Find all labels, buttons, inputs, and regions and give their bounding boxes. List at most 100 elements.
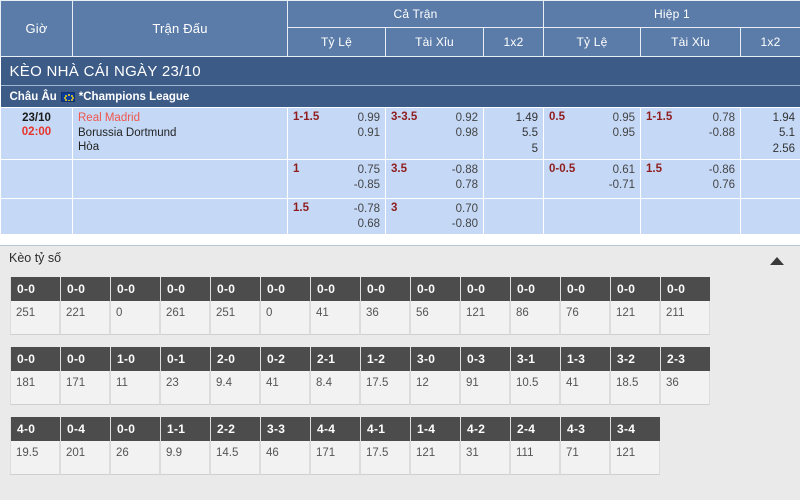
score-odds-value[interactable]: 0 <box>266 307 273 319</box>
score-badge[interactable]: 1-2 <box>361 347 411 371</box>
score-badge[interactable]: 0-0 <box>311 277 361 301</box>
score-badge[interactable]: 0-0 <box>511 277 561 301</box>
correct-score-cell[interactable]: 0-0 86 <box>510 271 561 341</box>
score-odds-value[interactable]: 23 <box>166 377 179 389</box>
score-badge[interactable]: 0-0 <box>411 277 461 301</box>
correct-score-cell[interactable]: 4-4 171 <box>310 411 361 481</box>
correct-score-cell[interactable]: 0-0 251 <box>210 271 261 341</box>
h1-handicap-cell-1[interactable]: 0.5 0.95 0.95 <box>543 107 641 160</box>
score-odds-value[interactable]: 121 <box>416 447 436 459</box>
correct-score-cell[interactable]: 4-2 31 <box>460 411 511 481</box>
score-badge[interactable]: 2-4 <box>511 417 561 441</box>
score-odds-value[interactable]: 41 <box>266 377 279 389</box>
score-odds-value[interactable]: 121 <box>616 447 636 459</box>
correct-score-cell[interactable]: 3-0 12 <box>410 341 461 411</box>
ft-handicap-home-odds-2[interactable]: 0.75 <box>357 163 380 176</box>
score-odds-value[interactable]: 8.4 <box>316 377 332 389</box>
h1-under-odds-1[interactable]: -0.88 <box>708 127 735 140</box>
correct-score-cell[interactable]: 1-3 41 <box>560 341 611 411</box>
correct-score-cell[interactable]: 3-3 46 <box>260 411 311 481</box>
correct-score-cell[interactable]: 2-3 36 <box>660 341 711 411</box>
score-badge[interactable]: 1-3 <box>561 347 611 371</box>
score-badge[interactable]: 0-0 <box>261 277 311 301</box>
triangle-up-icon[interactable] <box>770 257 784 265</box>
score-odds-value[interactable]: 18.5 <box>616 377 639 389</box>
score-badge[interactable]: 2-2 <box>211 417 261 441</box>
correct-score-cell[interactable]: 0-0 0 <box>260 271 311 341</box>
h1-handicap-cell-2[interactable]: 0-0.5 0.61 -0.71 <box>543 158 641 199</box>
correct-score-cell[interactable]: 0-0 171 <box>60 341 111 411</box>
correct-score-cell[interactable]: 0-0 121 <box>610 271 661 341</box>
score-odds-value[interactable]: 261 <box>166 307 186 319</box>
score-badge[interactable]: 3-3 <box>261 417 311 441</box>
correct-score-cell[interactable]: 0-0 251 <box>10 271 61 341</box>
score-badge[interactable]: 1-0 <box>111 347 161 371</box>
score-odds-value[interactable]: 11 <box>116 377 128 389</box>
score-badge[interactable]: 4-3 <box>561 417 611 441</box>
ft-1x2-draw[interactable]: 5.5 <box>522 127 538 140</box>
score-odds-value[interactable]: 121 <box>466 307 486 319</box>
score-odds-value[interactable]: 14.5 <box>216 447 239 459</box>
score-badge[interactable]: 4-1 <box>361 417 411 441</box>
score-badge[interactable]: 0-0 <box>11 277 61 301</box>
score-odds-value[interactable]: 36 <box>366 307 379 319</box>
correct-score-cell[interactable]: 0-0 76 <box>560 271 611 341</box>
score-odds-value[interactable]: 111 <box>516 447 534 459</box>
score-badge[interactable]: 1-4 <box>411 417 461 441</box>
score-badge[interactable]: 2-1 <box>311 347 361 371</box>
league-row[interactable]: Châu Âu *Champions League <box>0 85 800 108</box>
ft-over-under-cell-1[interactable]: 3-3.5 0.92 0.98 <box>385 107 484 160</box>
ft-over-odds-1[interactable]: 0.92 <box>455 112 478 124</box>
ft-under-odds-2[interactable]: 0.78 <box>455 179 478 192</box>
score-odds-value[interactable]: 10.5 <box>516 377 539 389</box>
correct-score-cell[interactable]: 1-0 11 <box>110 341 161 411</box>
score-odds-value[interactable]: 26 <box>116 447 129 459</box>
h1-handicap-home-odds-1[interactable]: 0.95 <box>612 112 635 124</box>
correct-score-cell[interactable]: 1-1 9.9 <box>160 411 211 481</box>
score-badge[interactable]: 3-2 <box>611 347 661 371</box>
score-odds-value[interactable]: 211 <box>666 307 685 319</box>
score-badge[interactable]: 0-0 <box>111 417 161 441</box>
score-badge[interactable]: 0-1 <box>161 347 211 371</box>
ft-handicap-home-odds-3[interactable]: -0.78 <box>353 202 380 215</box>
score-badge[interactable]: 0-0 <box>211 277 261 301</box>
score-odds-value[interactable]: 31 <box>466 447 479 459</box>
score-odds-value[interactable]: 17.5 <box>366 447 389 459</box>
correct-score-cell[interactable]: 2-0 9.4 <box>210 341 261 411</box>
score-odds-value[interactable]: 171 <box>66 377 86 389</box>
score-badge[interactable]: 0-3 <box>461 347 511 371</box>
score-badge[interactable]: 0-0 <box>111 277 161 301</box>
score-odds-value[interactable]: 36 <box>666 377 679 389</box>
ft-1x2-away[interactable]: 5 <box>531 142 538 155</box>
correct-score-cell[interactable]: 2-2 14.5 <box>210 411 261 481</box>
h1-handicap-away-odds-2[interactable]: -0.71 <box>608 179 635 192</box>
score-badge[interactable]: 4-4 <box>311 417 361 441</box>
correct-score-cell[interactable]: 0-0 0 <box>110 271 161 341</box>
score-badge[interactable]: 3-0 <box>411 347 461 371</box>
correct-score-cell[interactable]: 3-4 121 <box>610 411 661 481</box>
score-badge[interactable]: 0-2 <box>261 347 311 371</box>
correct-score-cell[interactable]: 0-0 56 <box>410 271 461 341</box>
correct-score-cell[interactable]: 0-0 261 <box>160 271 211 341</box>
score-odds-value[interactable]: 91 <box>466 377 479 389</box>
score-odds-value[interactable]: 171 <box>316 447 336 459</box>
score-odds-value[interactable]: 181 <box>16 377 36 389</box>
correct-score-cell[interactable]: 2-4 111 <box>510 411 561 481</box>
correct-score-cell[interactable]: 4-0 19.5 <box>10 411 61 481</box>
correct-score-cell[interactable]: 1-4 121 <box>410 411 461 481</box>
correct-score-cell[interactable]: 0-0 181 <box>10 341 61 411</box>
score-odds-value[interactable]: 0 <box>116 307 123 319</box>
h1-under-odds-2[interactable]: 0.76 <box>712 179 735 192</box>
correct-score-cell[interactable]: 0-1 23 <box>160 341 211 411</box>
score-badge[interactable]: 0-0 <box>11 347 61 371</box>
ft-over-under-cell-3[interactable]: 3 0.70 -0.80 <box>385 197 484 236</box>
score-badge[interactable]: 1-1 <box>161 417 211 441</box>
score-badge[interactable]: 4-0 <box>11 417 61 441</box>
score-odds-value[interactable]: 71 <box>566 447 579 459</box>
correct-score-cell[interactable]: 3-1 10.5 <box>510 341 561 411</box>
correct-score-cell[interactable]: 0-0 211 <box>660 271 711 341</box>
ft-handicap-home-odds-1[interactable]: 0.99 <box>357 112 380 124</box>
correct-score-cell[interactable]: 3-2 18.5 <box>610 341 661 411</box>
h1-over-odds-2[interactable]: -0.86 <box>708 163 735 176</box>
ft-handicap-away-odds-3[interactable]: 0.68 <box>357 218 380 231</box>
